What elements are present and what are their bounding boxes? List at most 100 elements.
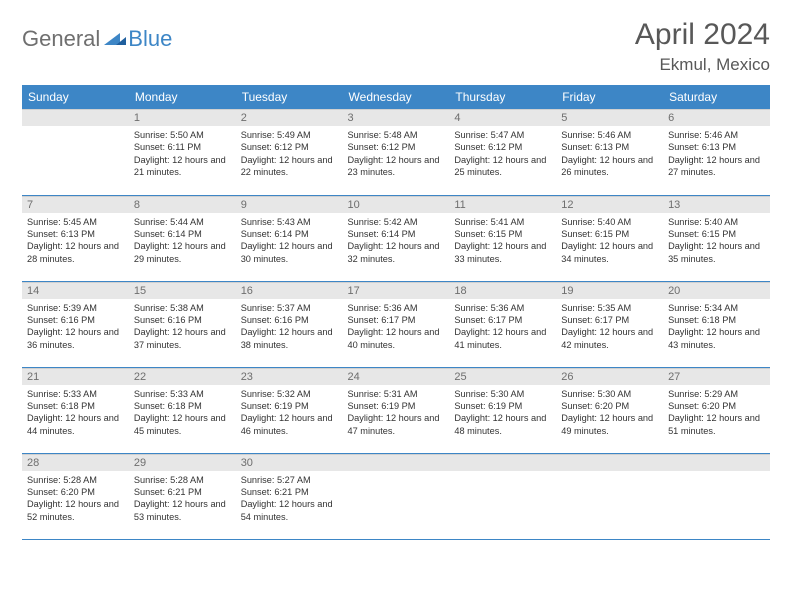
day-details: Sunrise: 5:41 AMSunset: 6:15 PMDaylight:… (449, 213, 556, 270)
calendar-cell: 15Sunrise: 5:38 AMSunset: 6:16 PMDayligh… (129, 281, 236, 367)
calendar-row: 7Sunrise: 5:45 AMSunset: 6:13 PMDaylight… (22, 195, 770, 281)
page-title: April 2024 (635, 18, 770, 52)
day-details: Sunrise: 5:39 AMSunset: 6:16 PMDaylight:… (22, 299, 129, 356)
day-details: Sunrise: 5:48 AMSunset: 6:12 PMDaylight:… (343, 126, 450, 183)
day-details: Sunrise: 5:28 AMSunset: 6:21 PMDaylight:… (129, 471, 236, 528)
day-number: 25 (449, 368, 556, 385)
day-number: 28 (22, 454, 129, 471)
calendar-cell: 13Sunrise: 5:40 AMSunset: 6:15 PMDayligh… (663, 195, 770, 281)
day-details: Sunrise: 5:29 AMSunset: 6:20 PMDaylight:… (663, 385, 770, 442)
day-details: Sunrise: 5:30 AMSunset: 6:19 PMDaylight:… (449, 385, 556, 442)
day-number: 26 (556, 368, 663, 385)
triangle-icon (104, 29, 126, 50)
calendar-cell: 7Sunrise: 5:45 AMSunset: 6:13 PMDaylight… (22, 195, 129, 281)
day-number: 16 (236, 282, 343, 299)
day-details: Sunrise: 5:40 AMSunset: 6:15 PMDaylight:… (556, 213, 663, 270)
day-number: 5 (556, 109, 663, 126)
day-number: 17 (343, 282, 450, 299)
calendar-cell: 18Sunrise: 5:36 AMSunset: 6:17 PMDayligh… (449, 281, 556, 367)
day-details: Sunrise: 5:35 AMSunset: 6:17 PMDaylight:… (556, 299, 663, 356)
title-block: April 2024 Ekmul, Mexico (635, 18, 770, 75)
weekday-header: Wednesday (343, 85, 450, 109)
day-number: 14 (22, 282, 129, 299)
weekday-header: Thursday (449, 85, 556, 109)
day-details: Sunrise: 5:47 AMSunset: 6:12 PMDaylight:… (449, 126, 556, 183)
day-details: Sunrise: 5:33 AMSunset: 6:18 PMDaylight:… (22, 385, 129, 442)
calendar-cell: 9Sunrise: 5:43 AMSunset: 6:14 PMDaylight… (236, 195, 343, 281)
weekday-header: Saturday (663, 85, 770, 109)
day-number: 6 (663, 109, 770, 126)
day-details: Sunrise: 5:34 AMSunset: 6:18 PMDaylight:… (663, 299, 770, 356)
calendar-cell: 27Sunrise: 5:29 AMSunset: 6:20 PMDayligh… (663, 367, 770, 453)
calendar-cell (556, 453, 663, 539)
calendar-row: 1Sunrise: 5:50 AMSunset: 6:11 PMDaylight… (22, 109, 770, 195)
calendar-cell (22, 109, 129, 195)
calendar-cell: 30Sunrise: 5:27 AMSunset: 6:21 PMDayligh… (236, 453, 343, 539)
day-details: Sunrise: 5:44 AMSunset: 6:14 PMDaylight:… (129, 213, 236, 270)
day-number: 13 (663, 196, 770, 213)
calendar-cell: 23Sunrise: 5:32 AMSunset: 6:19 PMDayligh… (236, 367, 343, 453)
weekday-header: Monday (129, 85, 236, 109)
calendar-row: 28Sunrise: 5:28 AMSunset: 6:20 PMDayligh… (22, 453, 770, 539)
calendar-table: Sunday Monday Tuesday Wednesday Thursday… (22, 85, 770, 540)
day-details: Sunrise: 5:45 AMSunset: 6:13 PMDaylight:… (22, 213, 129, 270)
calendar-cell: 29Sunrise: 5:28 AMSunset: 6:21 PMDayligh… (129, 453, 236, 539)
weekday-header: Friday (556, 85, 663, 109)
day-number: 18 (449, 282, 556, 299)
calendar-cell (449, 453, 556, 539)
day-details: Sunrise: 5:30 AMSunset: 6:20 PMDaylight:… (556, 385, 663, 442)
day-number: 20 (663, 282, 770, 299)
day-number-bar (343, 454, 450, 471)
day-number: 4 (449, 109, 556, 126)
day-details: Sunrise: 5:40 AMSunset: 6:15 PMDaylight:… (663, 213, 770, 270)
day-details: Sunrise: 5:33 AMSunset: 6:18 PMDaylight:… (129, 385, 236, 442)
calendar-cell: 4Sunrise: 5:47 AMSunset: 6:12 PMDaylight… (449, 109, 556, 195)
calendar-cell: 6Sunrise: 5:46 AMSunset: 6:13 PMDaylight… (663, 109, 770, 195)
day-number-bar (449, 454, 556, 471)
day-details: Sunrise: 5:31 AMSunset: 6:19 PMDaylight:… (343, 385, 450, 442)
calendar-cell: 19Sunrise: 5:35 AMSunset: 6:17 PMDayligh… (556, 281, 663, 367)
day-number: 23 (236, 368, 343, 385)
calendar-cell: 22Sunrise: 5:33 AMSunset: 6:18 PMDayligh… (129, 367, 236, 453)
calendar-cell: 5Sunrise: 5:46 AMSunset: 6:13 PMDaylight… (556, 109, 663, 195)
header: General Blue April 2024 Ekmul, Mexico (22, 18, 770, 75)
calendar-cell: 10Sunrise: 5:42 AMSunset: 6:14 PMDayligh… (343, 195, 450, 281)
day-details: Sunrise: 5:46 AMSunset: 6:13 PMDaylight:… (556, 126, 663, 183)
day-details: Sunrise: 5:32 AMSunset: 6:19 PMDaylight:… (236, 385, 343, 442)
logo-text-general: General (22, 26, 100, 52)
day-number: 12 (556, 196, 663, 213)
weekday-header: Tuesday (236, 85, 343, 109)
day-number-bar (556, 454, 663, 471)
day-number: 22 (129, 368, 236, 385)
calendar-row: 14Sunrise: 5:39 AMSunset: 6:16 PMDayligh… (22, 281, 770, 367)
day-details: Sunrise: 5:36 AMSunset: 6:17 PMDaylight:… (343, 299, 450, 356)
calendar-cell: 3Sunrise: 5:48 AMSunset: 6:12 PMDaylight… (343, 109, 450, 195)
day-number: 15 (129, 282, 236, 299)
calendar-cell: 20Sunrise: 5:34 AMSunset: 6:18 PMDayligh… (663, 281, 770, 367)
day-details: Sunrise: 5:37 AMSunset: 6:16 PMDaylight:… (236, 299, 343, 356)
day-number: 9 (236, 196, 343, 213)
day-details: Sunrise: 5:38 AMSunset: 6:16 PMDaylight:… (129, 299, 236, 356)
logo: General Blue (22, 26, 172, 52)
day-number-bar (663, 454, 770, 471)
calendar-cell: 17Sunrise: 5:36 AMSunset: 6:17 PMDayligh… (343, 281, 450, 367)
day-details: Sunrise: 5:42 AMSunset: 6:14 PMDaylight:… (343, 213, 450, 270)
day-number: 7 (22, 196, 129, 213)
calendar-cell: 2Sunrise: 5:49 AMSunset: 6:12 PMDaylight… (236, 109, 343, 195)
day-number: 10 (343, 196, 450, 213)
day-number: 3 (343, 109, 450, 126)
calendar-cell (663, 453, 770, 539)
day-number: 2 (236, 109, 343, 126)
weekday-header-row: Sunday Monday Tuesday Wednesday Thursday… (22, 85, 770, 109)
day-details: Sunrise: 5:49 AMSunset: 6:12 PMDaylight:… (236, 126, 343, 183)
calendar-cell: 1Sunrise: 5:50 AMSunset: 6:11 PMDaylight… (129, 109, 236, 195)
calendar-cell: 16Sunrise: 5:37 AMSunset: 6:16 PMDayligh… (236, 281, 343, 367)
calendar-cell: 14Sunrise: 5:39 AMSunset: 6:16 PMDayligh… (22, 281, 129, 367)
day-number: 27 (663, 368, 770, 385)
calendar-cell: 26Sunrise: 5:30 AMSunset: 6:20 PMDayligh… (556, 367, 663, 453)
day-number: 30 (236, 454, 343, 471)
calendar-cell: 8Sunrise: 5:44 AMSunset: 6:14 PMDaylight… (129, 195, 236, 281)
day-details: Sunrise: 5:46 AMSunset: 6:13 PMDaylight:… (663, 126, 770, 183)
calendar-cell (343, 453, 450, 539)
calendar-row: 21Sunrise: 5:33 AMSunset: 6:18 PMDayligh… (22, 367, 770, 453)
